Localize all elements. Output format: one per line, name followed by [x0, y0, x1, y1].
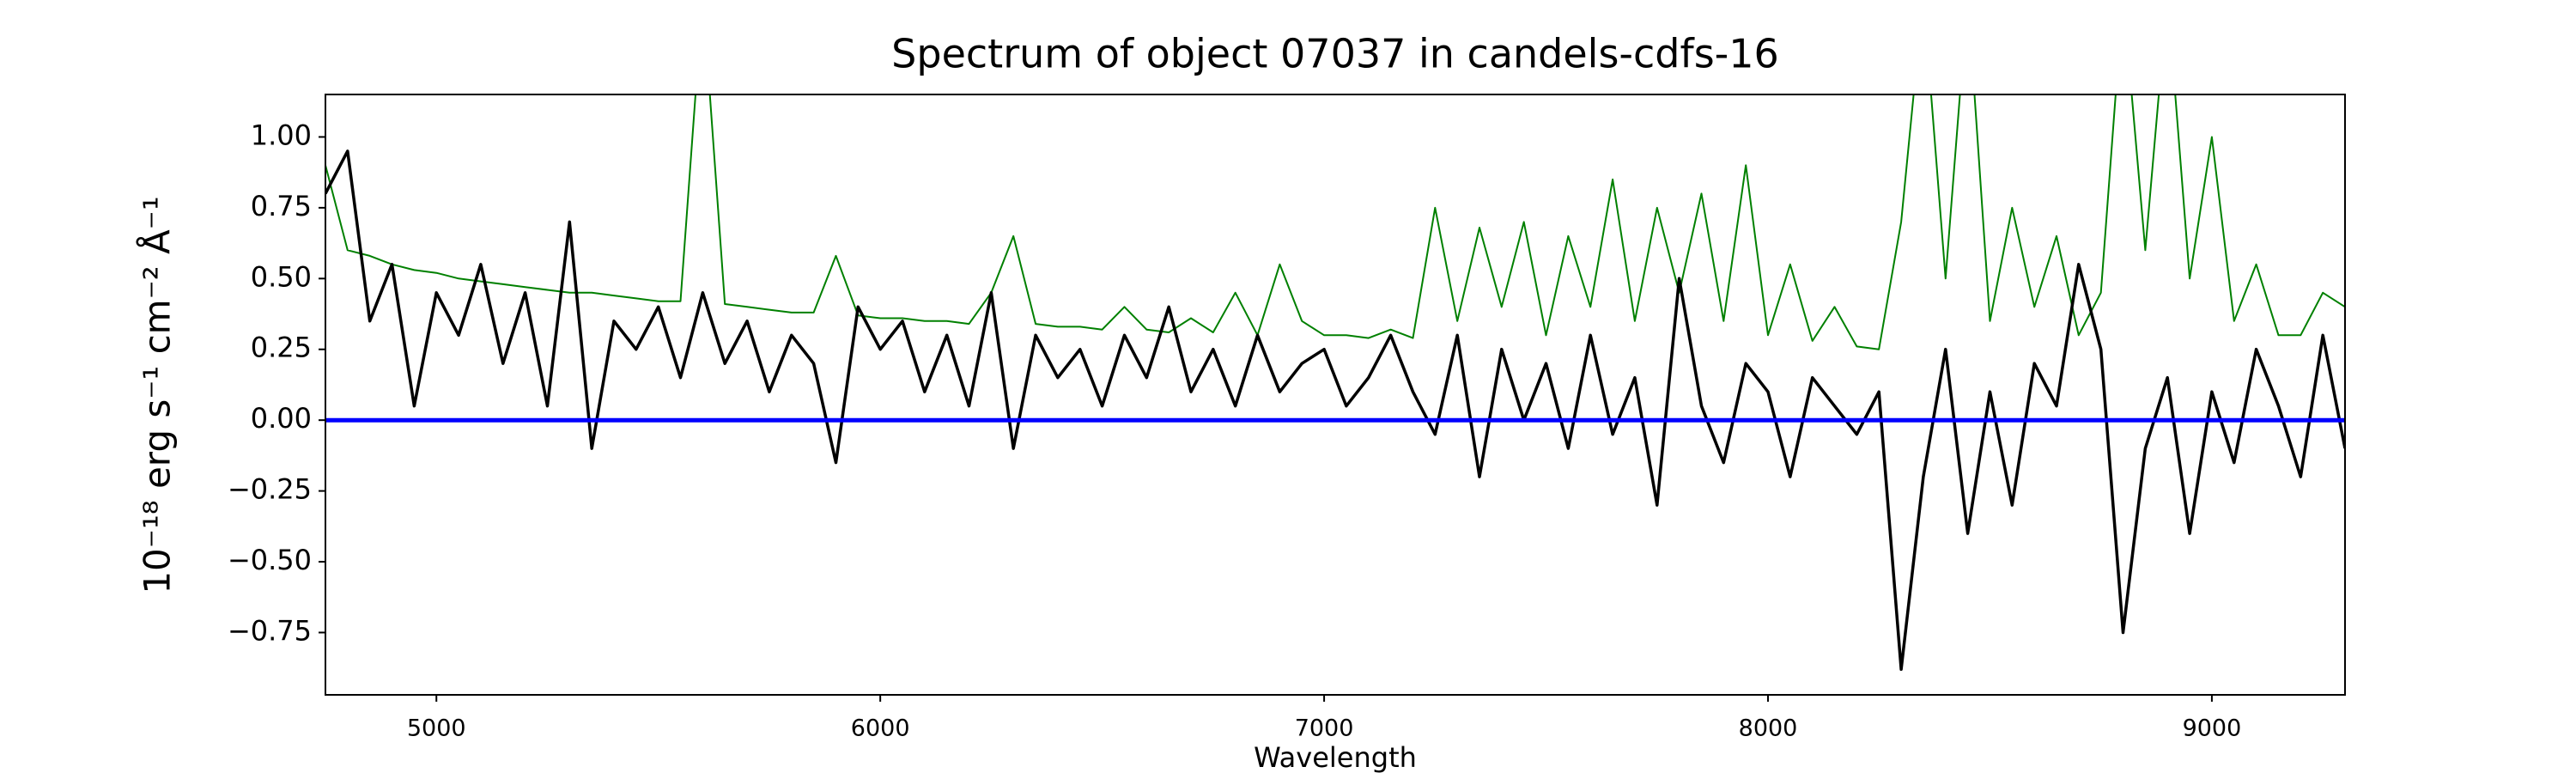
- y-tick-label: −0.25: [228, 473, 312, 506]
- chart-title: Spectrum of object 07037 in candels-cdfs…: [891, 31, 1779, 77]
- x-tick-label: 9000: [2183, 715, 2242, 742]
- x-axis-label: Wavelength: [1254, 741, 1417, 773]
- y-tick-label: 0.00: [251, 402, 312, 435]
- y-tick-label: −0.75: [228, 614, 312, 647]
- x-tick-label: 5000: [407, 715, 466, 742]
- y-tick-label: 0.50: [251, 260, 312, 293]
- y-tick-label: 0.25: [251, 332, 312, 364]
- spectrum-line: [325, 94, 2345, 350]
- y-tick-label: −0.50: [228, 544, 312, 576]
- axes-frame: [325, 94, 2346, 696]
- y-axis-label: 10⁻¹⁸ erg s⁻¹ cm⁻² Å⁻¹: [136, 196, 179, 593]
- y-tick-label: 1.00: [251, 119, 312, 151]
- spectrum-line: [325, 149, 2345, 672]
- x-tick-label: 7000: [1295, 715, 1354, 742]
- plot-area: [325, 94, 2345, 672]
- y-tick-label: 0.75: [251, 190, 312, 222]
- x-tick-label: 8000: [1739, 715, 1798, 742]
- x-tick-label: 6000: [851, 715, 910, 742]
